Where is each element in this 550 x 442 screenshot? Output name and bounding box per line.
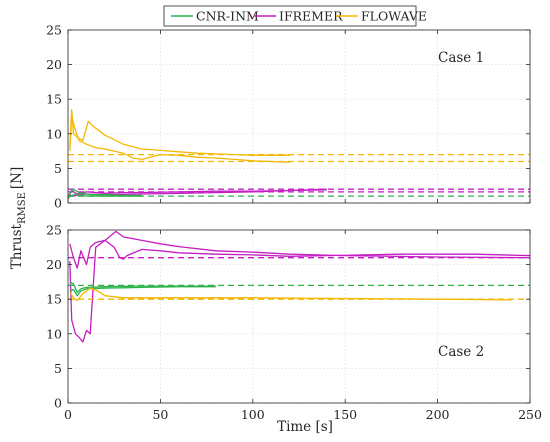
- y-axis-label-main: Thrust: [9, 223, 25, 269]
- x-tick-label: 50: [152, 407, 168, 422]
- series-layer: [67, 108, 531, 343]
- panel-2-y-tick-label: 20: [46, 257, 62, 272]
- panel-2-frame: [67, 229, 531, 404]
- panel-2-series-ifremer-solid-line: [69, 230, 531, 343]
- panel-1-series-flowave-solid-line: [69, 115, 290, 163]
- legend-item-flowave: FLOWAVE: [336, 9, 427, 24]
- y-axis-label: ThrustRMSE [N]: [9, 167, 28, 269]
- panel-1-y-tick-label: 0: [54, 196, 62, 211]
- panel-2-series-ifremer-solid-line: [69, 239, 531, 269]
- panel-1-series-cnr-inm-solid-line: [67, 193, 142, 199]
- panel-1-series-flowave-solid-line: [69, 108, 290, 156]
- x-tick-label: 100: [241, 407, 265, 422]
- panel-2-y-tick-label: 5: [54, 361, 62, 376]
- panel-1-y-tick-label: 25: [46, 23, 62, 38]
- legend: CNR-INM IFREMER FLOWAVE: [163, 5, 427, 27]
- legend-item-cnr-inm: CNR-INM: [171, 9, 259, 24]
- panel-1-y-tick-label: 20: [46, 57, 62, 72]
- x-tick-label: 150: [333, 407, 357, 422]
- panel-2-series-flowave-solid-line: [69, 287, 512, 302]
- legend-item-ifremer: IFREMER: [254, 9, 343, 24]
- panel-2-y-tick-label: 0: [54, 396, 62, 411]
- x-tick-label: 250: [518, 407, 542, 422]
- x-axis-label: Time [s]: [277, 419, 333, 435]
- axes-frame-layer: [67, 29, 531, 404]
- panel-2-series-cnr-inm-solid-line: [69, 281, 216, 293]
- panel-1-y-tick-label: 5: [54, 161, 62, 176]
- panel-2-annotation: Case 2: [438, 344, 484, 360]
- panel-1-frame: [67, 29, 531, 204]
- panel-1-y-tick-label: 15: [46, 92, 62, 107]
- x-tick-label: 200: [426, 407, 450, 422]
- x-tick-label: 0: [64, 407, 72, 422]
- legend-label-ifremer: IFREMER: [279, 9, 343, 24]
- panel-1-y-tick-label: 10: [46, 126, 62, 141]
- panel-1-annotation: Case 1: [438, 50, 484, 66]
- y-axis-label-sub: RMSE: [17, 192, 28, 224]
- svg-text:ThrustRMSE[N]: ThrustRMSE [N]: [9, 167, 28, 269]
- y-axis-label-unit: [N]: [9, 167, 25, 189]
- panel-2-series-cnr-inm-solid-line: [69, 286, 216, 297]
- legend-label-flowave: FLOWAVE: [361, 9, 427, 24]
- panel-2-y-tick-label: 15: [46, 292, 62, 307]
- panel-1-series-cnr-inm-solid-line: [67, 188, 142, 197]
- panel-2-y-tick-label: 25: [46, 223, 62, 238]
- panel-2-y-tick-label: 10: [46, 326, 62, 341]
- legend-label-cnr-inm: CNR-INM: [196, 9, 259, 24]
- legend-box: [163, 5, 417, 27]
